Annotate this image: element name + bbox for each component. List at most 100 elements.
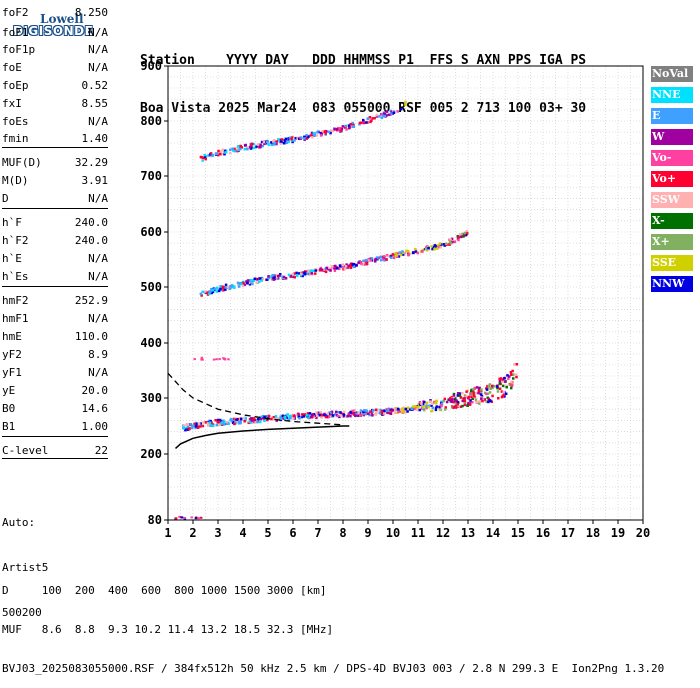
echo-point	[367, 412, 370, 415]
echo-point	[314, 267, 317, 271]
echo-point	[370, 119, 373, 122]
param-name: D	[2, 192, 9, 205]
param-row-d: D N/A	[2, 192, 108, 206]
echo-point	[227, 358, 230, 361]
echo-point	[469, 399, 472, 402]
echo-point	[250, 142, 253, 146]
echo-point	[349, 266, 353, 269]
param-value: 252.9	[74, 294, 108, 307]
echo-point	[321, 130, 325, 133]
y-tick-label: 500	[140, 280, 162, 294]
param-divider	[2, 436, 108, 437]
echo-point	[236, 148, 240, 152]
echo-point	[380, 410, 384, 413]
logo-digisonde: DIGISONDE	[13, 24, 94, 38]
echo-point	[364, 121, 368, 124]
echo-point	[458, 392, 461, 395]
echo-point	[404, 102, 407, 105]
echo-point	[273, 276, 276, 279]
echo-point	[452, 400, 456, 404]
echo-point	[193, 422, 196, 426]
echo-point	[279, 140, 283, 143]
echo-point	[327, 266, 330, 270]
echo-point	[404, 410, 408, 414]
echo-point	[436, 244, 440, 247]
echo-point	[284, 417, 287, 420]
echo-point	[334, 413, 337, 416]
param-name: hmE	[2, 330, 22, 343]
echo-point	[252, 420, 256, 424]
echo-point	[197, 517, 200, 520]
echo-point	[411, 405, 415, 408]
echo-point	[333, 269, 337, 272]
echo-point	[395, 254, 399, 257]
echo-point	[308, 412, 312, 415]
echo-point	[296, 136, 299, 140]
echo-point	[457, 236, 460, 240]
echo-point	[373, 413, 376, 416]
echo-point	[271, 276, 275, 280]
echo-point	[481, 399, 484, 403]
echo-point	[311, 414, 314, 417]
echo-point	[233, 419, 237, 423]
echo-point	[471, 397, 474, 401]
echo-point	[229, 151, 232, 155]
echo-point	[461, 232, 464, 236]
echo-point	[320, 416, 323, 419]
echo-point	[180, 516, 184, 519]
echo-point	[385, 253, 389, 257]
echo-point	[203, 153, 206, 157]
echo-point	[290, 137, 293, 141]
echo-point	[182, 426, 186, 429]
param-name: yE	[2, 384, 16, 397]
echo-point	[279, 272, 282, 276]
echo-point	[259, 417, 263, 421]
echo-point	[260, 140, 264, 144]
echo-point	[374, 408, 378, 412]
echo-point	[226, 285, 230, 289]
echo-point	[341, 264, 344, 267]
echo-point	[281, 414, 285, 418]
echo-point	[433, 400, 436, 404]
echo-point	[221, 285, 224, 288]
param-row-foe: foE N/A	[2, 61, 108, 75]
echo-point	[339, 411, 342, 414]
echo-point	[455, 399, 458, 402]
echo-point	[511, 369, 514, 373]
legend-item-x-: X-	[651, 213, 693, 229]
x-tick-label: 8	[339, 526, 346, 540]
echo-point	[250, 417, 253, 420]
param-value: 8.9	[88, 348, 108, 361]
echo-point	[223, 357, 226, 360]
virtual-height-profile-dashed	[167, 372, 344, 426]
echo-point	[442, 399, 445, 403]
echo-point	[290, 139, 294, 142]
param-row-fof1: foF1 N/A	[2, 26, 108, 40]
param-divider	[2, 458, 108, 459]
echo-point	[431, 247, 434, 251]
echo-point	[383, 259, 386, 262]
echo-point	[252, 417, 256, 420]
echo-point	[333, 127, 336, 131]
echo-point	[471, 400, 474, 404]
param-name: fmin	[2, 132, 29, 145]
echo-point	[212, 358, 216, 361]
x-tick-label: 4	[239, 526, 246, 540]
echo-point	[498, 377, 501, 381]
echo-point	[342, 414, 346, 417]
x-tick-label: 15	[511, 526, 525, 540]
echo-point	[352, 262, 356, 266]
echo-point	[270, 416, 274, 419]
echo-point	[474, 398, 478, 402]
echo-point	[387, 113, 391, 117]
echo-point	[498, 380, 502, 383]
echo-point	[510, 380, 513, 384]
echo-point	[287, 140, 291, 144]
echo-point	[401, 253, 405, 256]
echo-point	[258, 277, 262, 280]
param-name: hmF2	[2, 294, 29, 307]
y-tick-label: 80	[148, 513, 162, 527]
echo-point	[512, 373, 515, 376]
echo-point	[184, 428, 187, 432]
echo-point	[239, 144, 242, 148]
